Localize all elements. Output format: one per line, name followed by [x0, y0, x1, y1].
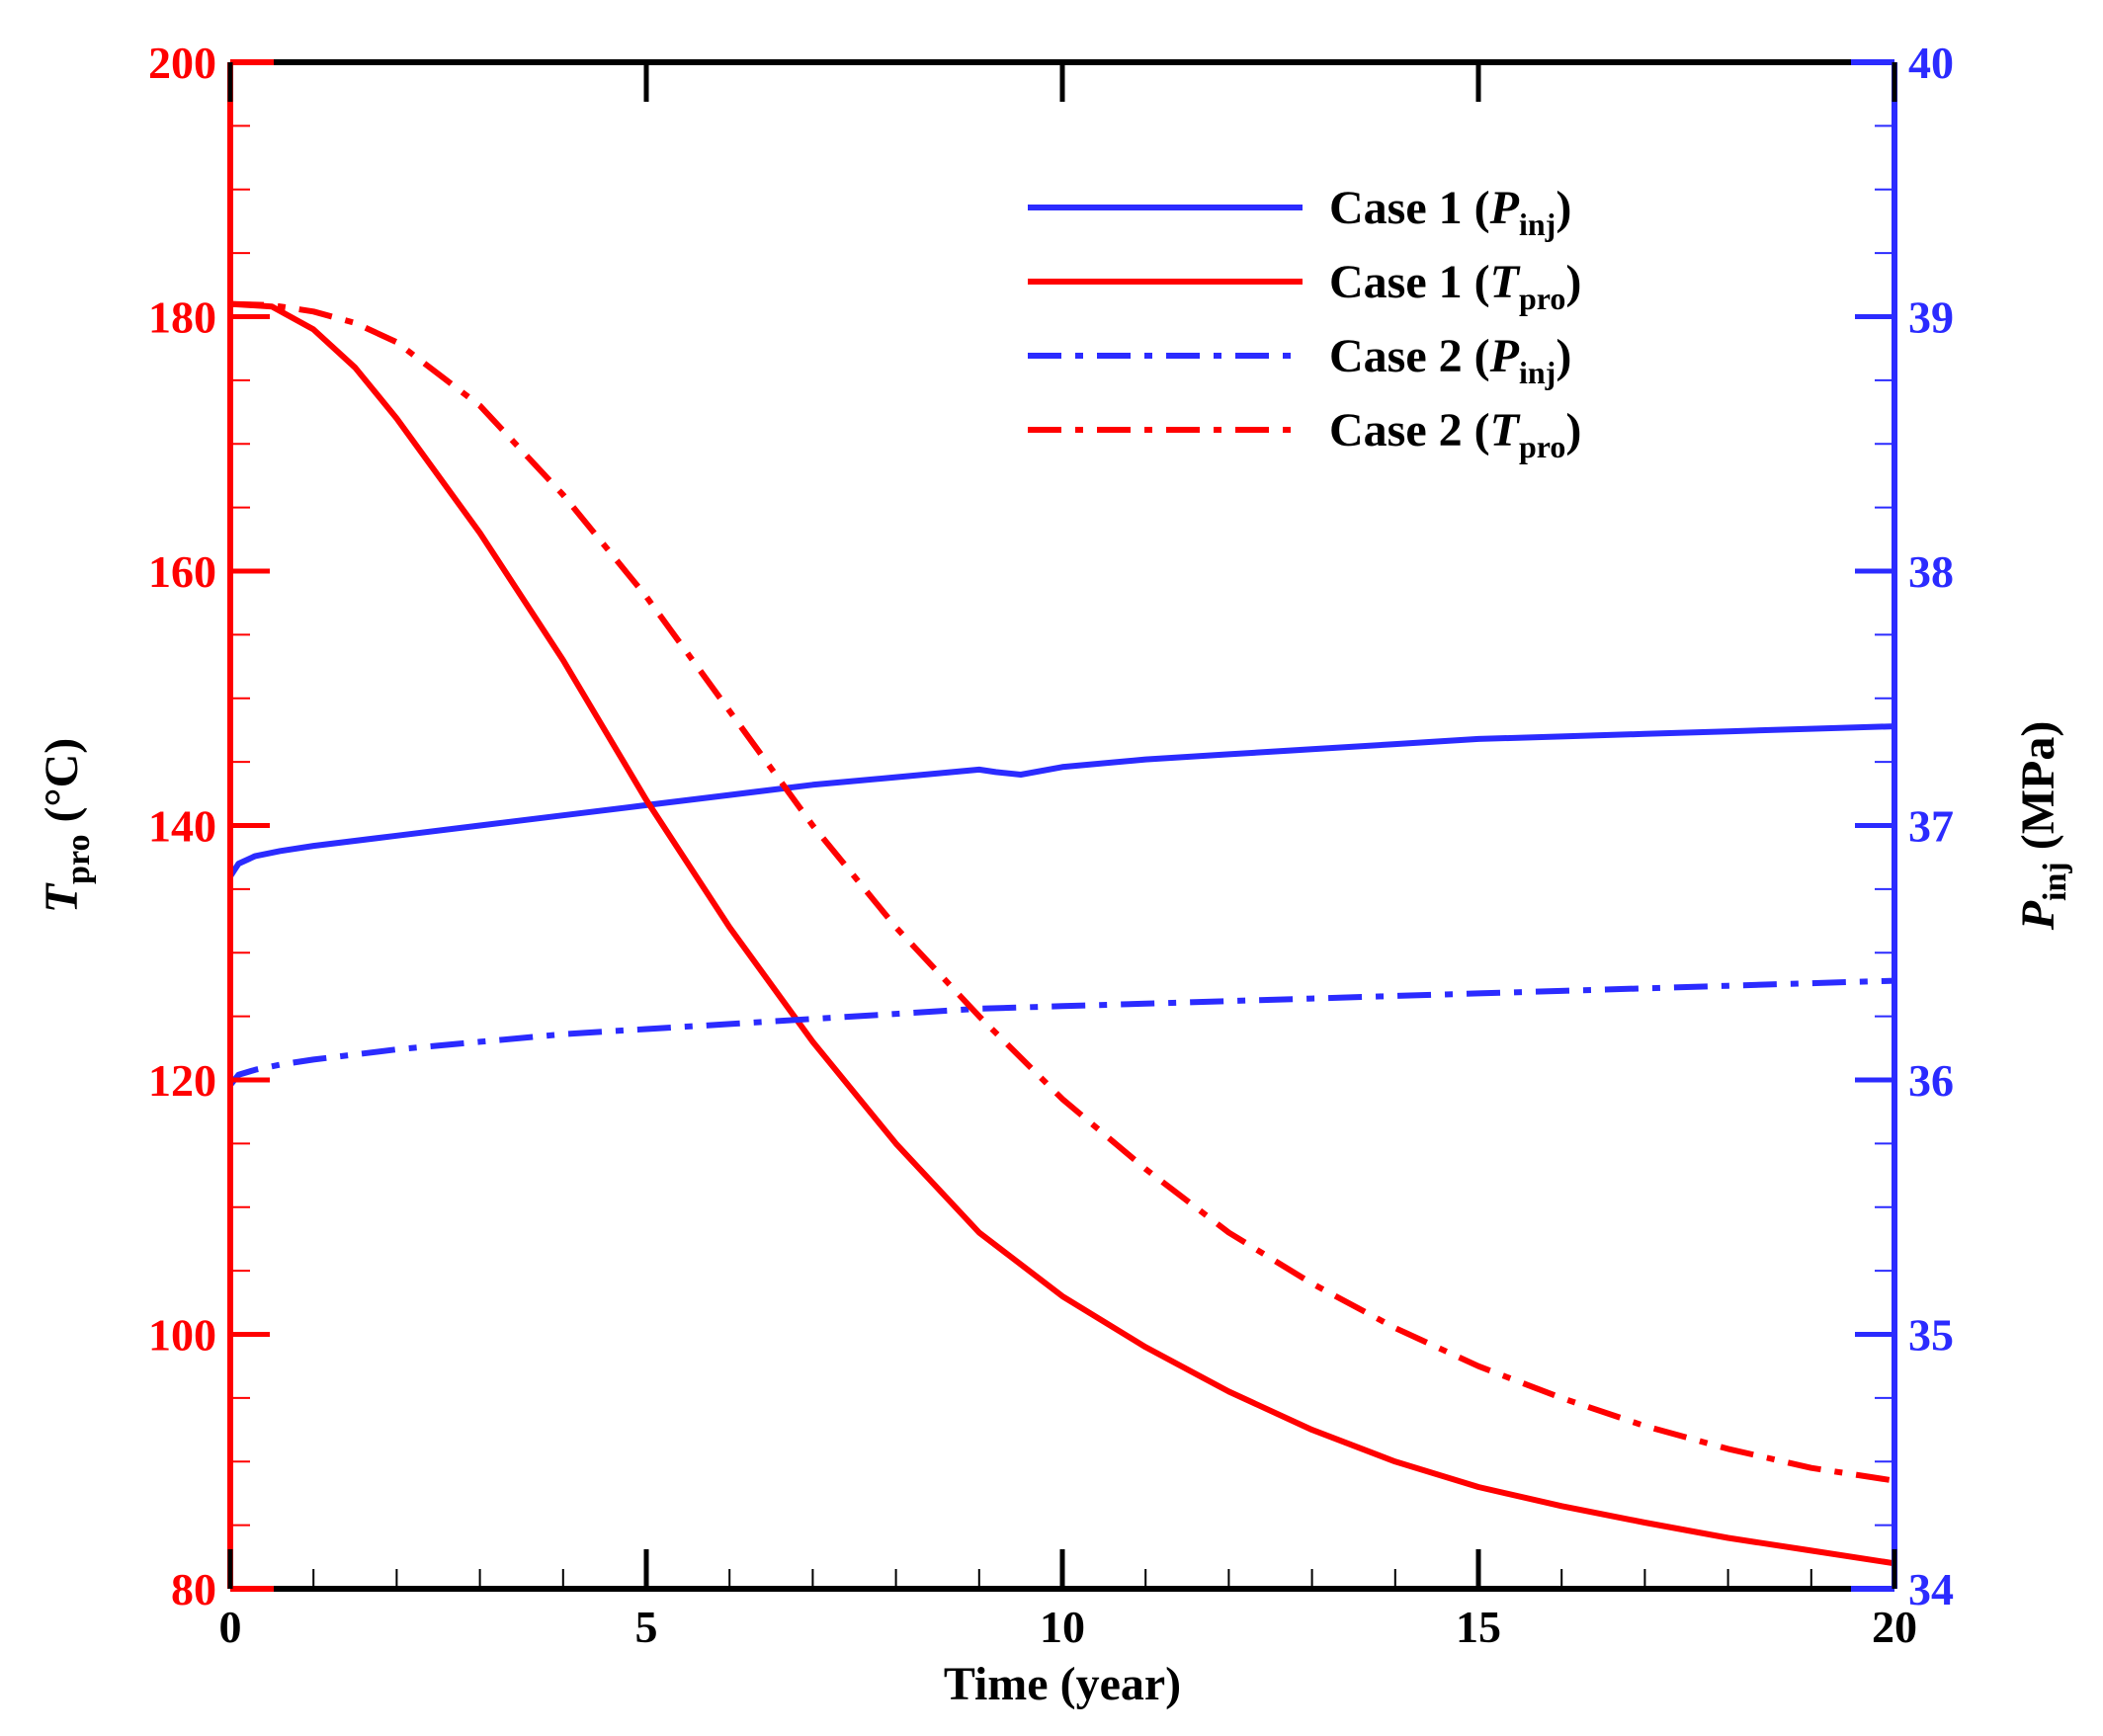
- right-tick-label: 36: [1908, 1055, 1954, 1106]
- left-tick-label: 120: [148, 1055, 216, 1106]
- left-tick-label: 100: [148, 1310, 216, 1361]
- x-tick-label: 15: [1456, 1602, 1501, 1652]
- legend-label-main: Case 2 (: [1329, 330, 1490, 382]
- x-tick-label: 20: [1872, 1602, 1917, 1652]
- axis-unit: (MPa): [2012, 721, 2064, 863]
- legend-label-3: Case 2 (Pinj): [1329, 330, 1571, 390]
- axes-layer: 80 100 120 140 160 180 200 34 35 36 37 38 39 40 0 5 10 15…: [148, 38, 1954, 1652]
- series-layer: [227, 300, 1895, 1567]
- right-tick-label: 35: [1908, 1310, 1954, 1361]
- legend-label-symbol: P: [1489, 182, 1520, 234]
- legend-label-end: ): [1565, 404, 1581, 456]
- axis-subscript: inj: [2037, 862, 2073, 901]
- legend-label-end: ): [1556, 330, 1571, 382]
- right-tick-label: 40: [1908, 38, 1954, 88]
- x-tick-label: 0: [219, 1602, 242, 1652]
- left-tick-label: 180: [148, 292, 216, 343]
- right-tick-label: 37: [1908, 801, 1954, 852]
- series-line-4: [229, 300, 1895, 1484]
- legend-label-main: Case 1 (: [1329, 182, 1490, 234]
- right-axis-title: Pinj (MPa): [2012, 721, 2073, 932]
- legend-label-subscript: inj: [1519, 207, 1556, 242]
- legend-label-subscript: pro: [1519, 281, 1565, 316]
- right-tick-label: 34: [1908, 1564, 1954, 1614]
- left-tick-label: 200: [148, 38, 216, 88]
- legend-label-symbol: T: [1490, 256, 1521, 308]
- legend-label-symbol: T: [1490, 404, 1521, 456]
- series-line-3: [227, 977, 1895, 1088]
- right-tick-label: 39: [1908, 292, 1954, 343]
- legend-label-symbol: P: [1489, 330, 1520, 382]
- x-tick-label: 5: [635, 1602, 658, 1652]
- legend-label-end: ): [1556, 182, 1571, 234]
- legend-label-2: Case 1 (Tpro): [1329, 256, 1581, 316]
- axis-subscript: pro: [60, 835, 97, 884]
- left-axis-title: Tpro (°C): [36, 738, 97, 914]
- series-line-1: [227, 723, 1895, 878]
- legend: Case 1 (Pinj)Case 1 (Tpro)Case 2 (Pinj)C…: [1028, 182, 1581, 464]
- legend-label-main: Case 1 (: [1329, 256, 1490, 308]
- left-tick-label: 80: [171, 1564, 216, 1614]
- legend-label-end: ): [1565, 256, 1581, 308]
- left-tick-label: 160: [148, 546, 216, 597]
- axis-title-text: Tpro (°C): [36, 738, 97, 914]
- axis-unit: (°C): [36, 738, 88, 835]
- x-tick-label: 10: [1040, 1602, 1085, 1652]
- legend-label-subscript: inj: [1519, 355, 1556, 390]
- axis-symbol: P: [2012, 900, 2064, 931]
- legend-label-subscript: pro: [1519, 429, 1565, 464]
- left-tick-label: 140: [148, 801, 216, 852]
- legend-label-1: Case 1 (Pinj): [1329, 182, 1571, 242]
- axis-title-text: Pinj (MPa): [2012, 721, 2073, 932]
- legend-label-4: Case 2 (Tpro): [1329, 404, 1581, 464]
- series-line-2: [229, 300, 1895, 1567]
- legend-label-main: Case 2 (: [1329, 404, 1490, 456]
- x-axis-title: Time (year): [944, 1658, 1181, 1710]
- axis-symbol: T: [36, 882, 88, 913]
- right-tick-label: 38: [1908, 546, 1954, 597]
